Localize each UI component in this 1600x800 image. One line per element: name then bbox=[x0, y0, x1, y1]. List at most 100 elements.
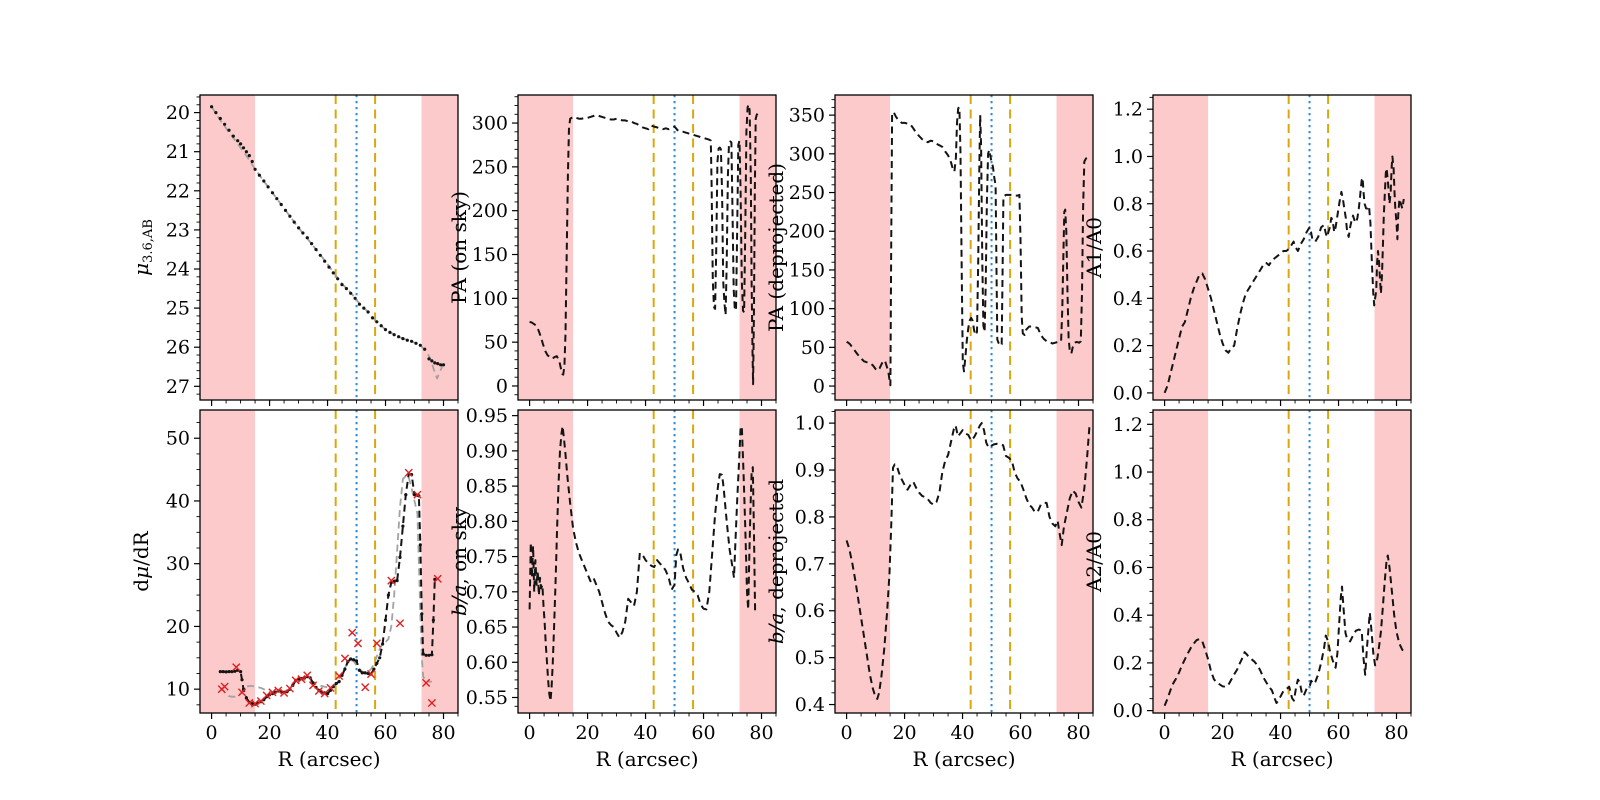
series-pa-deproj-profile bbox=[846, 106, 1091, 387]
y-axis: 10 20 30 40 50 bbox=[166, 422, 200, 706]
x-tick-label: 40 bbox=[1268, 722, 1292, 744]
y-axis: 0.4 0.5 0.6 0.7 0.8 0.9 1.0 bbox=[795, 410, 835, 716]
y-tick-label: 1.0 bbox=[1113, 462, 1143, 484]
x-tick-label: 0 bbox=[1159, 722, 1171, 744]
y-axis-label: A2/A0 bbox=[1082, 531, 1106, 593]
y-tick-label: 200 bbox=[789, 221, 825, 243]
x-axis-label: R (arcsec) bbox=[1230, 747, 1333, 771]
y-axis: 0 50 100 150 200 250 300 350 bbox=[789, 99, 835, 398]
y-tick-label: 20 bbox=[166, 616, 190, 638]
y-axis-label: PA (deprojected) bbox=[764, 163, 788, 332]
x-axis bbox=[845, 400, 1094, 406]
panel-ba-on-sky: 0 20 40 60 80R (arcsec)0.550.600.650.700.750… bbox=[447, 405, 777, 771]
y-axis-label: dμ/dR bbox=[129, 530, 153, 591]
y-tick-label: 0.4 bbox=[795, 694, 825, 716]
masked-region-band bbox=[200, 95, 256, 400]
series-ba-sky-profile bbox=[528, 425, 757, 702]
y-tick-label: 0.70 bbox=[466, 581, 508, 603]
y-tick-label: 250 bbox=[789, 182, 825, 204]
axes-spines bbox=[1152, 409, 1412, 714]
x-axis bbox=[1163, 400, 1412, 406]
panel-ba-deprojected: 0 20 40 60 80 R (arcsec) 0.4 0.5 0.6 0.7 0.8 0.9 1.0… bbox=[764, 409, 1094, 771]
masked-region-band bbox=[1153, 95, 1209, 400]
x-axis bbox=[210, 400, 459, 406]
masked-region-band bbox=[421, 410, 458, 713]
x-tick-label: 40 bbox=[950, 722, 974, 744]
y-axis: 0.0 0.2 0.4 0.6 0.8 1.0 1.2 bbox=[1113, 96, 1153, 404]
y-tick-label: 0.0 bbox=[1113, 700, 1143, 722]
series-a1a0-profile bbox=[1163, 155, 1405, 394]
y-tick-label: 0.4 bbox=[1113, 605, 1143, 627]
y-tick-label: 0.8 bbox=[1113, 509, 1143, 531]
y-tick-label: 0.6 bbox=[1113, 557, 1143, 579]
x-tick-label: 60 bbox=[373, 722, 397, 744]
y-tick-label: 0.75 bbox=[466, 546, 508, 568]
y-tick-label: 0.2 bbox=[1113, 335, 1143, 357]
y-tick-label: 1.2 bbox=[1113, 99, 1143, 121]
x-axis: 0 20 40 60 80 R (arcsec) bbox=[206, 713, 459, 771]
y-axis: 0 50 100 150 200 250 300 bbox=[472, 96, 518, 397]
y-axis-label: b/a, on sky bbox=[447, 506, 471, 616]
y-tick-label: 150 bbox=[472, 244, 508, 266]
masked-region-band bbox=[200, 410, 256, 713]
y-tick-label: 0.6 bbox=[795, 600, 825, 622]
axes-spines bbox=[834, 409, 1094, 714]
y-tick-label: 0.8 bbox=[1113, 193, 1143, 215]
y-axis: 20 21 22 23 24 25 26 27 bbox=[166, 96, 200, 398]
y-tick-label: 21 bbox=[166, 141, 190, 163]
y-tick-label: 1.0 bbox=[1113, 146, 1143, 168]
x-axis-label: R (arcsec) bbox=[277, 747, 380, 771]
x-tick-label: 20 bbox=[892, 722, 916, 744]
y-tick-label: 20 bbox=[166, 102, 190, 124]
y-tick-label: 0.8 bbox=[795, 506, 825, 528]
x-tick-label: 0 bbox=[524, 722, 536, 744]
y-tick-label: 50 bbox=[801, 337, 825, 359]
axes-spines bbox=[199, 94, 459, 401]
y-axis-label: b/a, deprojected bbox=[764, 479, 788, 644]
masked-region-band bbox=[1374, 410, 1411, 713]
x-tick-label: 20 bbox=[257, 722, 281, 744]
x-tick-label: 60 bbox=[1326, 722, 1350, 744]
y-tick-label: 0.65 bbox=[466, 617, 508, 639]
axes-spines bbox=[1152, 94, 1412, 401]
masked-region-band bbox=[421, 95, 458, 400]
y-tick-label: 0.9 bbox=[795, 460, 825, 482]
y-tick-label: 0 bbox=[496, 375, 508, 397]
series-a2a0-profile bbox=[1163, 554, 1405, 707]
panel-dmu-dr: 0 20 40 60 80 R (arcsec) 10 20 30 40 50 dμ/dR bbox=[129, 409, 459, 771]
x-tick-label: 40 bbox=[315, 722, 339, 744]
y-tick-label: 0.7 bbox=[795, 553, 825, 575]
y-tick-label: 0.0 bbox=[1113, 382, 1143, 404]
x-axis-label: R (arcsec) bbox=[595, 747, 698, 771]
y-axis-label: PA (on sky) bbox=[447, 191, 471, 304]
masked-region-band bbox=[518, 95, 574, 400]
y-tick-label: 200 bbox=[472, 200, 508, 222]
panel-pa-deprojected: 0 50 100 150 200 250 300 350 PA (deprojected) bbox=[764, 94, 1094, 406]
y-tick-label: 250 bbox=[472, 156, 508, 178]
y-tick-label: 300 bbox=[472, 113, 508, 135]
panel-a1-a0: 0.0 0.2 0.4 0.6 0.8 1.0 1.2 A1/A0 bbox=[1082, 94, 1412, 406]
series-dmu-model-gray bbox=[219, 475, 432, 698]
x-tick-label: 80 bbox=[431, 722, 455, 744]
y-tick-label: 0.6 bbox=[1113, 241, 1143, 263]
x-tick-label: 40 bbox=[633, 722, 657, 744]
y-tick-label: 0.2 bbox=[1113, 652, 1143, 674]
masked-region-band bbox=[835, 95, 891, 400]
x-axis: 0 20 40 60 80 R (arcsec) bbox=[841, 713, 1094, 771]
y-tick-label: 10 bbox=[166, 679, 190, 701]
y-tick-label: 0.4 bbox=[1113, 288, 1143, 310]
masked-region-band bbox=[1153, 410, 1209, 713]
axes-spines bbox=[199, 409, 459, 714]
masked-region-band bbox=[835, 410, 891, 713]
series-mu-data-dots bbox=[210, 105, 446, 367]
axes-spines bbox=[834, 94, 1094, 401]
y-tick-label: 24 bbox=[166, 259, 190, 281]
y-axis-label: A1/A0 bbox=[1082, 217, 1106, 279]
x-tick-label: 0 bbox=[841, 722, 853, 744]
masked-region-band bbox=[518, 410, 574, 713]
masked-region-band bbox=[1374, 95, 1411, 400]
y-tick-label: 27 bbox=[166, 376, 190, 398]
x-axis bbox=[528, 400, 777, 406]
y-tick-label: 150 bbox=[789, 259, 825, 281]
